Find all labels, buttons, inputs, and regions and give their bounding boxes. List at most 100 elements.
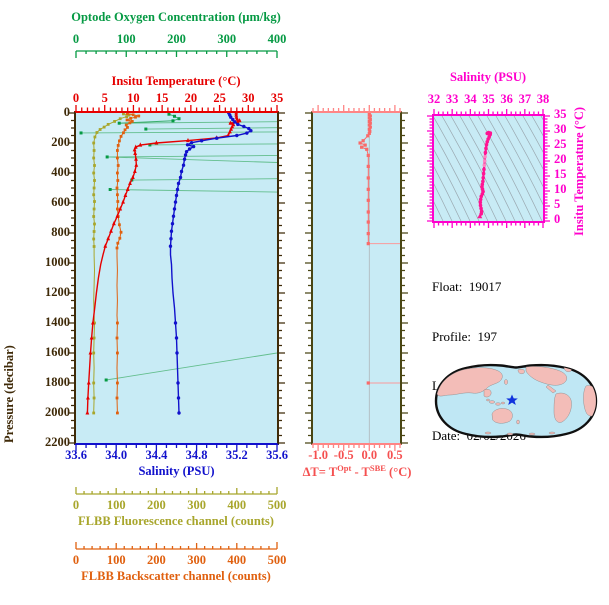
tick-label: 33.6 [65,448,87,462]
fluorescence-axis-title: FLBB Fluorescence channel (counts) [78,514,274,528]
tick-label: 300 [187,553,206,567]
main-profile-curves [79,113,277,415]
fluorescence-axis-scalebar [75,487,278,495]
oxygen-axis-tick-labels: 0 100 200 300 400 [73,32,287,46]
backscatter-axis-title: FLBB Backscatter channel (counts) [81,569,271,583]
deltaT-bottom-ticks [312,445,401,451]
tick-label: 100 [106,553,126,567]
ts-salinity-tick-labels: 32 33 34 35 36 37 38 [428,92,550,106]
backscatter-axis-scalebar [75,542,278,550]
deltaT-plot [311,111,402,445]
tick-label: 35 [482,92,495,106]
tick-label: 34.4 [145,448,168,462]
pressure-tick-label: 1400 [45,315,70,329]
pressure-axis-tick-labels: 0 200 400 600 800 1000 1200 1400 1600 1800 2000 220… [34,105,70,449]
tick-label: 33 [445,92,459,106]
oxygen-axis-title: Optode Oxygen Concentration (μm/kg) [71,10,281,24]
tick-label: 34 [464,92,477,106]
tick-label: 34.0 [105,448,128,462]
salinity-axis-title: Salinity (PSU) [138,464,215,478]
tick-label: 37 [518,92,532,106]
float-position-star-icon [506,394,518,405]
tick-label: 0 [72,498,80,512]
salinity-axis-ticks [75,445,278,451]
tick-label: -0.5 [333,448,354,462]
tick-label: 200 [147,498,166,512]
deltaT-right-ticks [402,112,408,444]
tick-label: -1.0 [308,448,328,462]
pressure-tick-label: 1800 [45,375,70,389]
ts-left-ticks [427,115,432,222]
tick-label: 400 [267,32,287,46]
ts-bottom-ticks [433,223,544,228]
deltaT-left-ticks [305,112,311,444]
deltaT-curve [358,113,400,443]
temperature-axis-tick-labels: 0 5 10 15 20 25 30 35 [72,91,283,105]
ts-plot-title: Salinity (PSU) [449,70,527,84]
main-profile-plot [74,111,279,445]
temperature-axis-title: Insitu Temperature (°C) [111,74,241,88]
tick-label: 38 [536,92,550,106]
tick-label: 500 [267,498,287,512]
tick-label: 30 [242,91,255,105]
ts-temperature-tick-labels: 35 30 25 20 15 10 5 0 [554,107,574,226]
ts-right-ticks [545,115,550,222]
tick-label: 32 [427,92,441,106]
ts-temp-tick-label: 15 [554,167,567,181]
tick-label: 0.0 [361,448,378,462]
pressure-tick-label: 0 [63,105,70,119]
tick-label: 0 [72,91,80,105]
tick-label: 100 [116,32,136,46]
ts-temp-tick-label: 25 [554,137,567,151]
world-map [434,363,598,439]
tick-label: 200 [147,553,166,567]
pressure-tick-label: 800 [51,225,70,239]
tick-label: 100 [106,498,126,512]
ts-curve [434,116,543,221]
fluorescence-axis-tick-labels: 0 100 200 300 400 500 [72,498,287,512]
ts-temp-tick-label: 35 [554,107,567,121]
pressure-tick-label: 1200 [45,285,70,299]
tick-label: 20 [184,91,198,105]
deltaT-axis-title: ΔT= TOpt - TSBE (°C) [302,463,412,480]
tick-label: 500 [267,553,287,567]
ts-temp-tick-label: 0 [554,212,561,226]
pressure-tick-label: 1600 [45,345,70,359]
pressure-left-ticks [68,112,74,444]
tick-label: 10 [127,91,140,105]
tick-label: 300 [187,498,206,512]
tick-label: 200 [167,32,186,46]
tick-label: 15 [155,91,169,105]
tick-label: 35.6 [266,448,288,462]
tick-label: 35.2 [225,448,248,462]
salinity-axis-tick-labels: 33.6 34.0 34.4 34.8 35.2 35.6 [65,448,288,462]
ts-diagram [432,114,545,223]
tick-label: 400 [227,498,247,512]
tick-label: 25 [213,91,226,105]
ts-right-axis-title: Insitu Temperature (°C) [572,106,586,236]
pressure-axis-title: Pressure (decibar) [2,345,16,443]
pressure-tick-label: 2000 [45,405,70,419]
float-info-row: Profile: 197 [432,328,497,344]
tick-label: 34.8 [185,448,208,462]
ts-temp-tick-label: 10 [554,182,567,196]
tick-label: 0 [72,553,80,567]
pressure-tick-label: 400 [51,165,70,179]
pressure-tick-label: 600 [51,195,70,209]
tick-label: 300 [217,32,237,46]
tick-label: 5 [101,91,108,105]
oxygen-axis-scalebar [75,50,278,58]
pressure-tick-label: 1000 [45,255,70,269]
pressure-right-ticks [279,112,285,444]
tick-label: 0.5 [387,448,403,462]
ts-temp-tick-label: 5 [554,197,561,211]
ts-temp-tick-label: 20 [554,152,567,166]
ts-temp-tick-label: 30 [554,122,567,136]
pressure-tick-label: 2200 [45,435,70,449]
ts-top-ticks [433,109,544,114]
tick-label: 400 [227,553,247,567]
tick-label: 35 [270,91,284,105]
backscatter-axis-tick-labels: 0 100 200 300 400 500 [72,553,287,567]
temperature-axis-ticks [75,105,278,111]
